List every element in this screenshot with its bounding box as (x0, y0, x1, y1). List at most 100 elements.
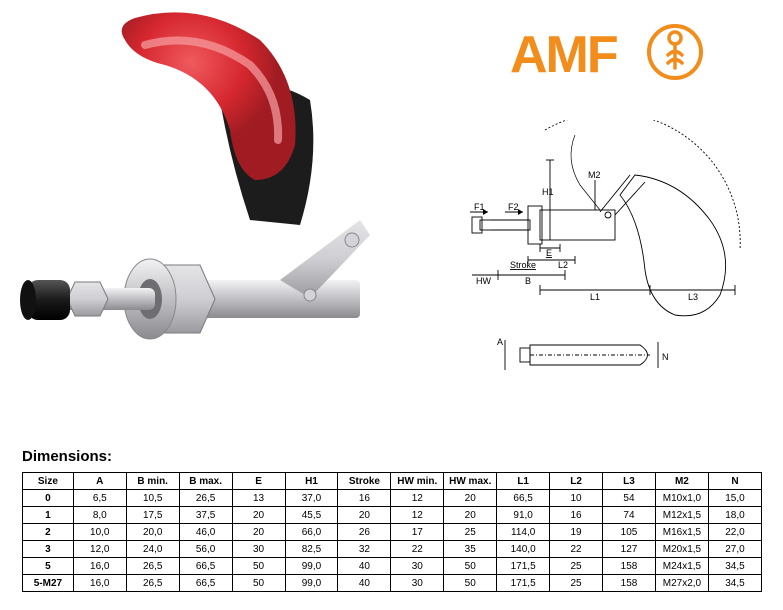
table-cell: 18,0 (708, 507, 761, 524)
lbl-n: N (662, 352, 669, 362)
table-cell: 127 (603, 541, 656, 558)
lbl-f2: F2 (508, 202, 519, 212)
table-cell: 66,0 (285, 524, 338, 541)
table-cell: 24,0 (126, 541, 179, 558)
table-cell: 30 (391, 575, 444, 592)
table-cell: M24x1,5 (655, 558, 708, 575)
table-cell: 35 (444, 541, 497, 558)
table-cell: 140,0 (497, 541, 550, 558)
table-cell: 3 (23, 541, 74, 558)
table-cell: 37,0 (285, 490, 338, 507)
lbl-f1: F1 (474, 202, 485, 212)
lbl-b: B (525, 276, 531, 286)
th-hwmax: HW max. (444, 473, 497, 490)
th-n: N (708, 473, 761, 490)
dimensions-table: Size A B min. B max. E H1 Stroke HW min.… (22, 472, 762, 592)
table-cell: 34,5 (708, 575, 761, 592)
table-cell: 22 (391, 541, 444, 558)
table-cell: 30 (232, 541, 285, 558)
table-cell: 26 (338, 524, 391, 541)
table-cell: M27x2,0 (655, 575, 708, 592)
table-cell: 74 (603, 507, 656, 524)
table-row: 5-M2716,026,566,55099,0403050171,525158M… (23, 575, 762, 592)
table-cell: 66,5 (497, 490, 550, 507)
table-cell: 10,0 (73, 524, 126, 541)
table-cell: 99,0 (285, 558, 338, 575)
lbl-hw: HW (476, 276, 491, 286)
table-cell: 30 (391, 558, 444, 575)
table-row: 18,017,537,52045,520122091,01674M12x1,51… (23, 507, 762, 524)
dimensions-table-wrap: Size A B min. B max. E H1 Stroke HW min.… (22, 472, 762, 592)
table-cell: M16x1,5 (655, 524, 708, 541)
top-section: AMF (0, 0, 783, 440)
table-cell: M10x1,0 (655, 490, 708, 507)
table-cell: 46,0 (179, 524, 232, 541)
th-h1: H1 (285, 473, 338, 490)
table-cell: 25 (550, 575, 603, 592)
table-cell: 20 (232, 524, 285, 541)
table-cell: 19 (550, 524, 603, 541)
table-cell: 10,5 (126, 490, 179, 507)
table-cell: 20 (444, 490, 497, 507)
table-row: 312,024,056,03082,5322235140,022127M20x1… (23, 541, 762, 558)
lbl-stroke: Stroke (510, 260, 536, 270)
table-cell: 158 (603, 558, 656, 575)
table-cell: 25 (444, 524, 497, 541)
amf-logo: AMF (510, 20, 710, 95)
th-l3: L3 (603, 473, 656, 490)
technical-drawing: H1 M2 F1 F2 E Stroke L2 HW B L1 L3 A N (450, 120, 770, 435)
table-cell: 12,0 (73, 541, 126, 558)
table-cell: 99,0 (285, 575, 338, 592)
table-cell: 34,5 (708, 558, 761, 575)
table-cell: 6,5 (73, 490, 126, 507)
th-strk: Stroke (338, 473, 391, 490)
lbl-e: E (546, 248, 552, 258)
lbl-h1: H1 (542, 187, 554, 197)
table-cell: 1 (23, 507, 74, 524)
table-cell: 12 (391, 490, 444, 507)
th-bmax: B max. (179, 473, 232, 490)
table-cell: 5 (23, 558, 74, 575)
table-body: 06,510,526,51337,016122066,51054M10x1,01… (23, 490, 762, 592)
table-cell: 16 (338, 490, 391, 507)
th-bmin: B min. (126, 473, 179, 490)
table-cell: 171,5 (497, 558, 550, 575)
table-cell: 114,0 (497, 524, 550, 541)
table-cell: 15,0 (708, 490, 761, 507)
table-cell: 25 (550, 558, 603, 575)
th-l2: L2 (550, 473, 603, 490)
right-column: AMF (390, 0, 783, 440)
table-cell: 40 (338, 575, 391, 592)
lbl-l1: L1 (590, 292, 600, 302)
table-cell: 16 (550, 507, 603, 524)
table-cell: 26,5 (126, 575, 179, 592)
table-cell: M20x1,5 (655, 541, 708, 558)
table-cell: 82,5 (285, 541, 338, 558)
th-a: A (73, 473, 126, 490)
table-cell: 13 (232, 490, 285, 507)
dimensions-title: Dimensions: (22, 448, 112, 465)
table-cell: 22,0 (708, 524, 761, 541)
th-e: E (232, 473, 285, 490)
table-cell: 16,0 (73, 558, 126, 575)
table-cell: 12 (391, 507, 444, 524)
lbl-a: A (497, 337, 503, 347)
table-cell: 17,5 (126, 507, 179, 524)
table-cell: 26,5 (126, 558, 179, 575)
clamp-illustration (0, 0, 390, 440)
table-cell: 66,5 (179, 558, 232, 575)
table-cell: 20,0 (126, 524, 179, 541)
table-cell: 50 (232, 575, 285, 592)
table-header-row: Size A B min. B max. E H1 Stroke HW min.… (23, 473, 762, 490)
table-row: 06,510,526,51337,016122066,51054M10x1,01… (23, 490, 762, 507)
th-size: Size (23, 473, 74, 490)
svg-text:AMF: AMF (510, 26, 617, 84)
table-cell: 27,0 (708, 541, 761, 558)
table-cell: 20 (338, 507, 391, 524)
table-cell: 16,0 (73, 575, 126, 592)
table-cell: 32 (338, 541, 391, 558)
table-cell: 2 (23, 524, 74, 541)
lbl-l3: L3 (688, 292, 698, 302)
table-cell: 20 (232, 507, 285, 524)
table-cell: 26,5 (179, 490, 232, 507)
